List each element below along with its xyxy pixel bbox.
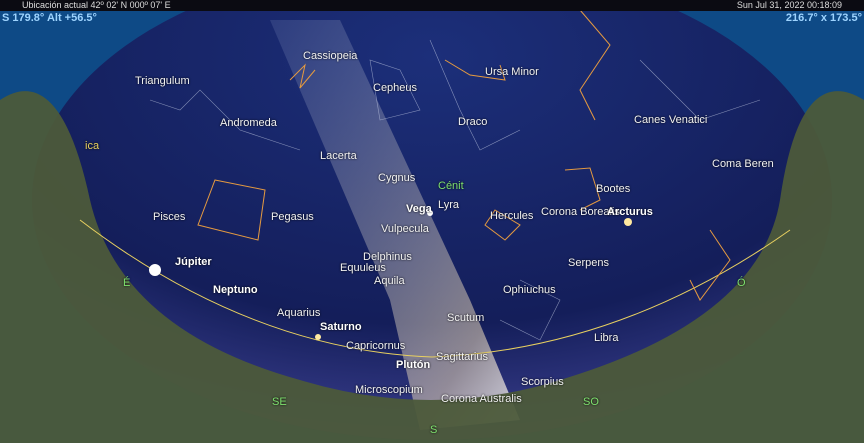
constellation-label: Scorpius [521,376,564,388]
constellation-label: ica [85,140,99,152]
sky-view: Ubicación actual 42º 02' N 000º 07' E Su… [0,0,864,443]
arcturus-star [624,218,632,226]
direction-marker: Ó [737,277,746,289]
constellation-label: Andromeda [220,117,277,129]
view-direction: S 179.8° Alt +56.5° [2,12,97,24]
saturn-disk [315,334,321,340]
constellation-label: Libra [594,332,618,344]
constellation-label: Triangulum [135,75,190,87]
constellation-label: Lacerta [320,150,357,162]
object-label: Neptuno [213,284,258,296]
constellation-label: Ophiuchus [503,284,556,296]
constellation-label: Draco [458,116,487,128]
constellation-label: Cygnus [378,172,415,184]
constellation-label: Cassiopeia [303,50,357,62]
direction-marker: SE [272,396,287,408]
constellation-label: Serpens [568,257,609,269]
object-label: Arcturus [607,206,653,218]
constellation-label: Bootes [596,183,630,195]
object-label: Saturno [320,321,362,333]
constellation-label: Ursa Minor [485,66,539,78]
constellation-label: Corona Australis [441,393,522,405]
object-label: Plutón [396,359,430,371]
constellation-label: Vulpecula [381,223,429,235]
object-label: Júpiter [175,256,212,268]
direction-marker: S [430,424,437,436]
constellation-label: Pisces [153,211,185,223]
top-bar: Ubicación actual 42º 02' N 000º 07' E Su… [0,0,864,11]
sky-background [0,0,864,443]
constellation-label: Cepheus [373,82,417,94]
direction-marker: SO [583,396,599,408]
location: Ubicación actual 42º 02' N 000º 07' E [22,0,171,10]
constellation-label: Lyra [438,199,459,211]
constellation-label: Hercules [490,210,533,222]
direction-marker: Cénit [438,180,464,192]
constellation-label: Scutum [447,312,484,324]
constellation-label: Aquila [374,275,405,287]
field-of-view: 216.7° x 173.5° [786,12,862,24]
direction-marker: É [123,277,130,289]
constellation-label: Equuleus [340,262,386,274]
constellation-label: Coma Beren [712,158,774,170]
constellation-label: Pegasus [271,211,314,223]
constellation-label: Canes Venatici [634,114,707,126]
constellation-label: Sagittarius [436,351,488,363]
constellation-label: Aquarius [277,307,320,319]
object-label: Vega [406,203,432,215]
constellation-label: Capricornus [346,340,405,352]
constellation-label: Microscopium [355,384,423,396]
datetime: Sun Jul 31, 2022 00:18:09 [737,0,842,10]
jupiter-disk [149,264,161,276]
